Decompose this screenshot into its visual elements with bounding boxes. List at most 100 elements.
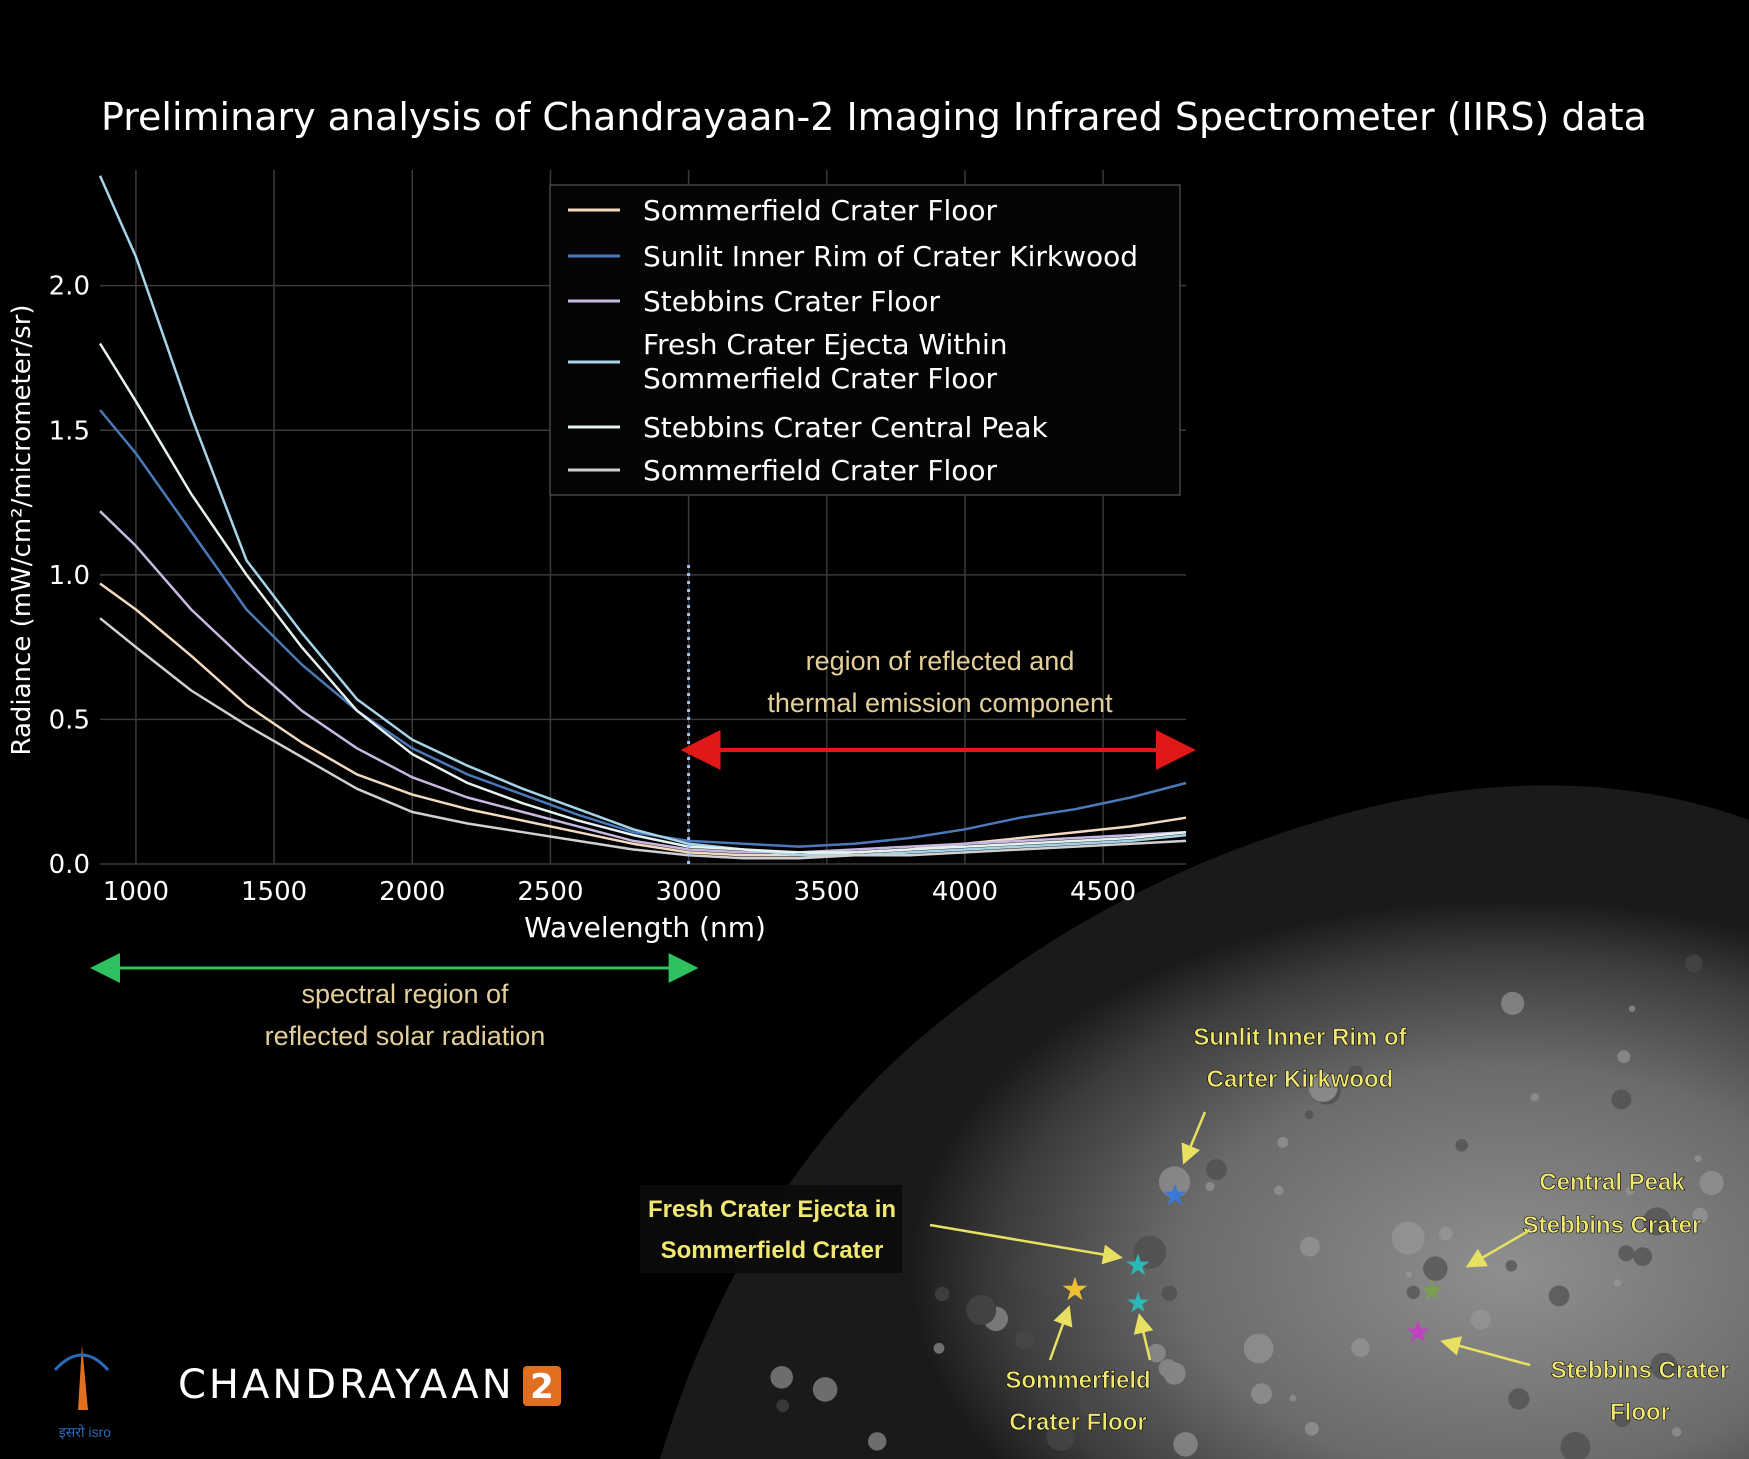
y-tick-label-3: 1.5 xyxy=(49,416,90,446)
crater xyxy=(1133,1235,1167,1269)
x-axis-label: Wavelength (nm) xyxy=(524,911,766,944)
arrow-fresh-ejecta xyxy=(929,1223,1123,1265)
star-marker-sommerfield-floor: ★ xyxy=(1061,1270,1090,1308)
crater xyxy=(1438,1226,1453,1241)
label-fresh-ejecta-box xyxy=(640,1185,902,1273)
legend-label-2: Stebbins Crater Floor xyxy=(643,285,941,318)
label-stebbins-floor-line1: Stebbins Crater xyxy=(1551,1357,1730,1384)
crater xyxy=(868,1432,887,1451)
crater xyxy=(1289,1394,1297,1402)
series-lines xyxy=(98,175,1187,860)
thermal-region-label-line1: region of reflected and xyxy=(806,646,1075,676)
series-line-5 xyxy=(99,617,1187,860)
solar-region-label-line1: spectral region of xyxy=(301,979,509,1009)
crater xyxy=(1694,1155,1702,1163)
crater xyxy=(1650,1352,1678,1380)
chandrayaan-number: 2 xyxy=(530,1367,554,1407)
legend-label-4: Stebbins Crater Central Peak xyxy=(643,411,1049,444)
crater xyxy=(1406,1285,1421,1300)
solar-region-label-line2: reflected solar radiation xyxy=(265,1021,546,1051)
crater xyxy=(1330,1076,1339,1085)
crater xyxy=(812,1377,838,1402)
arrow-stebbins-floor xyxy=(1440,1336,1531,1367)
series-line-0 xyxy=(99,582,1187,857)
legend-label-3-line1: Fresh Crater Ejecta Within xyxy=(643,328,1008,361)
x-tick-label-7: 4500 xyxy=(1070,877,1136,907)
crater xyxy=(1614,1279,1622,1287)
arrow-central-peak xyxy=(1465,1228,1531,1268)
label-sommerfield-floor-line2: Crater Floor xyxy=(1009,1409,1146,1436)
x-tick-labels: 1000 1500 2000 2500 3000 3500 4000 4500 xyxy=(103,877,1136,907)
crater xyxy=(1174,1364,1184,1374)
chandrayaan-number-badge xyxy=(523,1366,561,1406)
crater xyxy=(1304,1421,1319,1436)
label-sommerfield-floor-line1: Sommerfield xyxy=(1005,1367,1150,1394)
legend-label-3-line2: Sommerfield Crater Floor xyxy=(643,362,997,395)
crater xyxy=(1046,1422,1076,1451)
y-tick-label-4: 2.0 xyxy=(49,272,90,302)
crater xyxy=(1015,1330,1035,1350)
crater xyxy=(1613,1410,1631,1428)
label-fresh-ejecta-line1: Fresh Crater Ejecta in xyxy=(648,1196,896,1223)
crater xyxy=(1618,1245,1635,1262)
crater xyxy=(1277,1136,1289,1148)
crater xyxy=(1685,954,1703,973)
chart-title: Preliminary analysis of Chandrayaan-2 Im… xyxy=(101,95,1647,139)
crater xyxy=(1206,1159,1227,1180)
crater xyxy=(934,1286,950,1302)
arrow-sunlit-rim xyxy=(1181,1111,1207,1165)
crater xyxy=(1391,1221,1425,1255)
x-tick-label-0: 1000 xyxy=(103,877,169,907)
arrow-sommerfield-floor-2 xyxy=(1133,1313,1154,1361)
crater xyxy=(1423,1256,1448,1281)
crater xyxy=(1158,1359,1178,1378)
crater xyxy=(1625,1186,1635,1196)
star-marker-stebbins-floor: ★ xyxy=(1405,1315,1432,1350)
crater xyxy=(1692,1207,1708,1224)
crater xyxy=(1699,1170,1724,1196)
crater xyxy=(1205,1181,1215,1192)
crater xyxy=(1405,1271,1413,1278)
thermal-region-annotation: region of reflected and thermal emission… xyxy=(680,646,1196,770)
isro-logo: इसरो isro xyxy=(53,1345,111,1440)
crater xyxy=(1505,1260,1518,1272)
crater xyxy=(1611,1089,1632,1110)
crater xyxy=(1643,1207,1672,1236)
solar-region-annotation: spectral region of reflected solar radia… xyxy=(90,953,699,1051)
crater xyxy=(1351,1338,1370,1357)
legend-label-0: Sommerfield Crater Floor xyxy=(643,194,997,227)
y-tick-label-2: 1.0 xyxy=(49,561,90,591)
crater xyxy=(1173,1432,1198,1457)
crater xyxy=(1530,1093,1539,1102)
moon-annotations: Sunlit Inner Rim of Carter Kirkwood ★ Fr… xyxy=(640,1024,1730,1436)
crater xyxy=(1161,1285,1178,1302)
moon-surface-image xyxy=(660,785,1749,1459)
legend-label-5: Sommerfield Crater Floor xyxy=(643,454,997,487)
label-sunlit-rim-line1: Sunlit Inner Rim of xyxy=(1193,1024,1407,1051)
crater xyxy=(1548,1285,1570,1307)
label-sunlit-rim-line2: Carter Kirkwood xyxy=(1207,1066,1394,1093)
crater xyxy=(1508,1388,1530,1410)
thermal-region-label-line2: thermal emission component xyxy=(767,688,1113,718)
crater xyxy=(776,1374,785,1383)
crater xyxy=(1617,1050,1631,1064)
star-marker-fresh-ejecta: ★ xyxy=(1125,1248,1152,1283)
label-fresh-ejecta-line2: Sommerfield Crater xyxy=(661,1237,884,1264)
arrow-sommerfield-floor xyxy=(1048,1305,1073,1361)
legend-label-1: Sunlit Inner Rim of Crater Kirkwood xyxy=(643,240,1138,273)
x-tick-label-5: 3500 xyxy=(794,877,860,907)
chandrayaan-logo: CHANDRAYAAN 2 xyxy=(178,1362,561,1408)
crater xyxy=(1251,1383,1272,1404)
star-marker-sunlit-rim: ★ xyxy=(1162,1178,1189,1213)
series-line-3 xyxy=(98,175,1187,857)
crater xyxy=(933,1342,945,1354)
star-marker-sommerfield-floor-2: ★ xyxy=(1125,1286,1150,1319)
isro-caption: इसरो isro xyxy=(59,1424,111,1440)
y-axis-label: Radiance (mW/cm²/micrometer/sr) xyxy=(7,304,37,755)
crater xyxy=(1300,1236,1320,1257)
y-tick-label-0: 0.0 xyxy=(49,850,90,880)
crater xyxy=(776,1399,790,1412)
series-line-1 xyxy=(99,409,1187,848)
x-tick-label-1: 1500 xyxy=(241,877,307,907)
